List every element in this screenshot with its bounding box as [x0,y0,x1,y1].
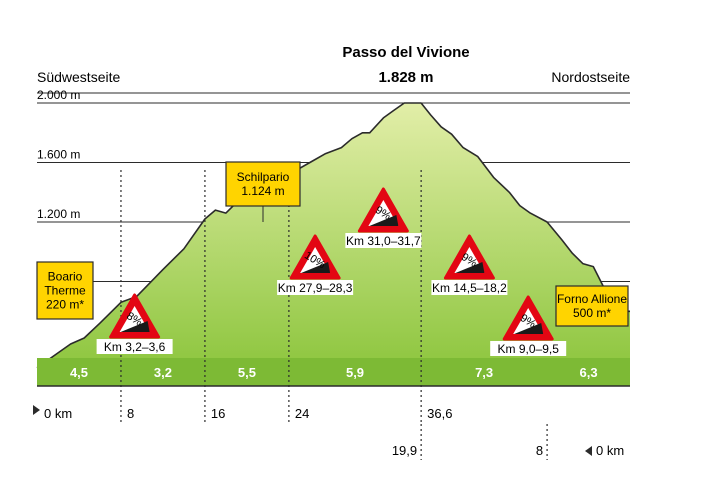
profile-line [36,102,630,369]
km-label-southwest: 16 [211,406,225,421]
place-label-line: Boario [48,270,83,284]
gradient-signs: 8%Km 3,2–3,6 10%Km 27,9–28,39%Km 31,0–31,… [96,187,567,356]
place-label-line: Schilpario [237,170,290,184]
place-label-line: 220 m* [46,298,84,312]
chart-subtitle: 1.828 m [378,69,433,86]
place-label-line: 500 m* [573,306,611,320]
sign-km-bg [345,233,422,248]
gradient-sign: 8%Km 3,2–3,6 [96,293,173,354]
profile-fill [37,103,630,368]
slope-wedge-icon [301,262,331,273]
sign-km-label: Km 14,5–18,2 [432,281,507,295]
km-markers: 8 16 24 36,6 19,9 8 0 km 0 km [33,170,624,460]
segment-gradient-label: 5,5 [238,365,256,380]
km-label-southwest: 24 [295,406,309,421]
y-tick-label: 1.200 m [37,207,80,221]
segment-gradient-label: 3,2 [154,365,172,380]
sign-km-bg [96,339,173,354]
arrow-left-icon [585,446,592,456]
start-right-label: 0 km [596,443,624,458]
left-side-label: Südwestseite [37,69,120,85]
start-left-label: 0 km [44,406,72,421]
profile-area-group [36,102,630,369]
gradient-sign: 9%Km 14,5–18,2 [431,234,508,295]
place-box [36,261,94,320]
place-label-line: 1.124 m [241,184,284,198]
segment-gradient-label: 7,3 [475,365,493,380]
place-label-line: Therme [44,284,86,298]
km-label-northeast: 19,9 [392,443,417,458]
sign-km-label: Km 27,9–28,3 [278,281,353,295]
segment-gradient-label: 5,9 [346,365,364,380]
gradient-sign: 9%Km 9,0–9,5 [490,295,567,356]
slope-wedge-icon [120,321,150,332]
sign-km-bg [277,280,354,295]
sign-km-label: Km 31,0–31,7 [346,234,421,248]
place-box [555,285,629,327]
segment-gradient-label: 6,3 [580,365,598,380]
sign-km-label: Km 3,2–3,6 [104,340,166,354]
slope-wedge-icon [369,215,399,226]
band-rect [37,358,630,386]
sign-km-bg [490,341,567,356]
chart-title: Passo del Vivione [342,44,469,61]
km-label-northeast: 8 [536,443,543,458]
right-side-label: Nordostseite [551,69,630,85]
gradient-band: 4,5 3,2 5,5 5,9 7,3 6,3 [37,358,630,387]
km-label-southwest: 8 [127,406,134,421]
sign-km-label: Km 9,0–9,5 [498,342,560,356]
y-tick-label: 2.000 m [37,88,80,102]
gradient-sign: 10%Km 27,9–28,3 [277,234,354,295]
place-box [225,161,301,207]
place-label-line: Forno Allione [557,292,627,306]
segment-gradient-label: 4,5 [70,365,88,380]
gradient-sign: 9%Km 31,0–31,7 [345,187,422,248]
slope-wedge-icon [514,323,544,334]
sign-km-bg [431,280,508,295]
slope-wedge-icon [455,262,485,273]
y-tick-label: 1.600 m [37,148,80,162]
km-label-southwest: 36,6 [427,406,452,421]
arrow-right-icon [33,405,40,415]
